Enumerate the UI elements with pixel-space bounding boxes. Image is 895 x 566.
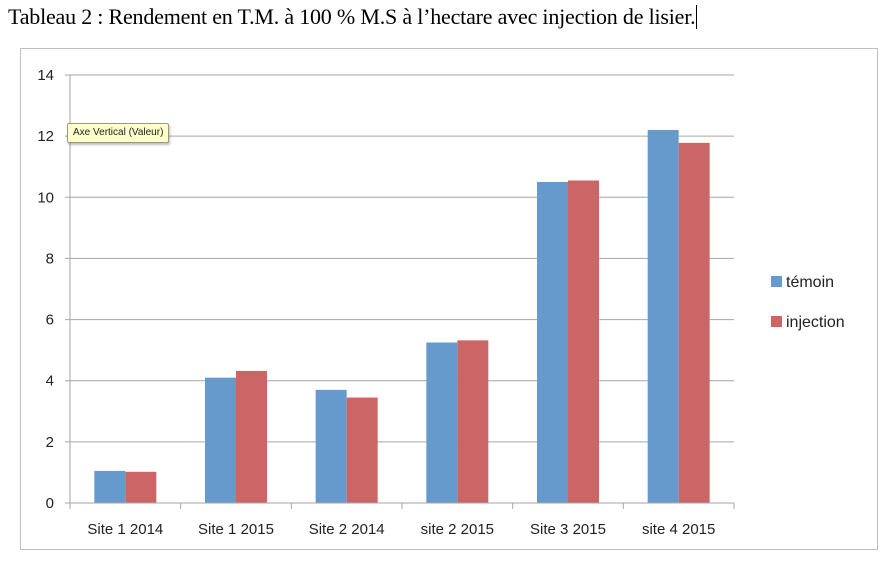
y-tick-label: 4 bbox=[46, 373, 54, 390]
y-tick-label: 10 bbox=[37, 189, 54, 206]
x-category-label: Site 1 2015 bbox=[198, 521, 274, 538]
y-tick-label: 6 bbox=[46, 312, 54, 329]
y-tick-label: 0 bbox=[46, 495, 54, 512]
bar-temoin[interactable] bbox=[537, 182, 568, 503]
document-title: Tableau 2 : Rendement en T.M. à 100 % M.… bbox=[8, 4, 698, 30]
bar-injection[interactable] bbox=[125, 471, 157, 503]
legend-swatch-temoin bbox=[771, 276, 782, 287]
legend-swatch-injection bbox=[771, 316, 782, 327]
x-category-label: Site 3 2015 bbox=[530, 521, 606, 538]
document-title-text: Tableau 2 : Rendement en T.M. à 100 % M.… bbox=[8, 4, 696, 29]
y-tick-label: 12 bbox=[37, 128, 54, 145]
bar-injection[interactable] bbox=[678, 142, 710, 503]
legend-label-injection: injection bbox=[786, 314, 845, 331]
bar-injection[interactable] bbox=[346, 397, 378, 503]
text-cursor bbox=[696, 5, 698, 29]
bar-temoin[interactable] bbox=[315, 389, 347, 503]
bar-injection[interactable] bbox=[457, 340, 489, 503]
x-category-label: Site 1 2014 bbox=[87, 521, 163, 538]
x-category-label: site 2 2015 bbox=[421, 521, 494, 538]
bar-temoin[interactable] bbox=[426, 342, 458, 504]
y-tick-label: 8 bbox=[46, 250, 54, 267]
x-category-label: Site 2 2014 bbox=[309, 521, 385, 538]
tooltip-text: Axe Vertical (Valeur) bbox=[73, 127, 164, 138]
bar-injection[interactable] bbox=[568, 180, 599, 503]
bar-temoin[interactable] bbox=[647, 130, 679, 503]
x-category-label: site 4 2015 bbox=[642, 521, 715, 538]
vertical-axis-tooltip: Axe Vertical (Valeur) bbox=[67, 123, 170, 143]
axes: 0 2 4 6 8 10 12 14 Site 1 2014 Site 1 2015 Site 2 … bbox=[37, 67, 735, 538]
y-tick-label: 2 bbox=[46, 434, 54, 451]
legend: témoin injection bbox=[771, 274, 845, 331]
bar-temoin[interactable] bbox=[205, 377, 236, 503]
y-tick-label: 14 bbox=[37, 67, 54, 84]
bars[interactable] bbox=[94, 130, 710, 504]
bar-temoin[interactable] bbox=[94, 470, 126, 503]
bar-injection[interactable] bbox=[236, 370, 267, 503]
legend-label-temoin: témoin bbox=[786, 274, 834, 291]
